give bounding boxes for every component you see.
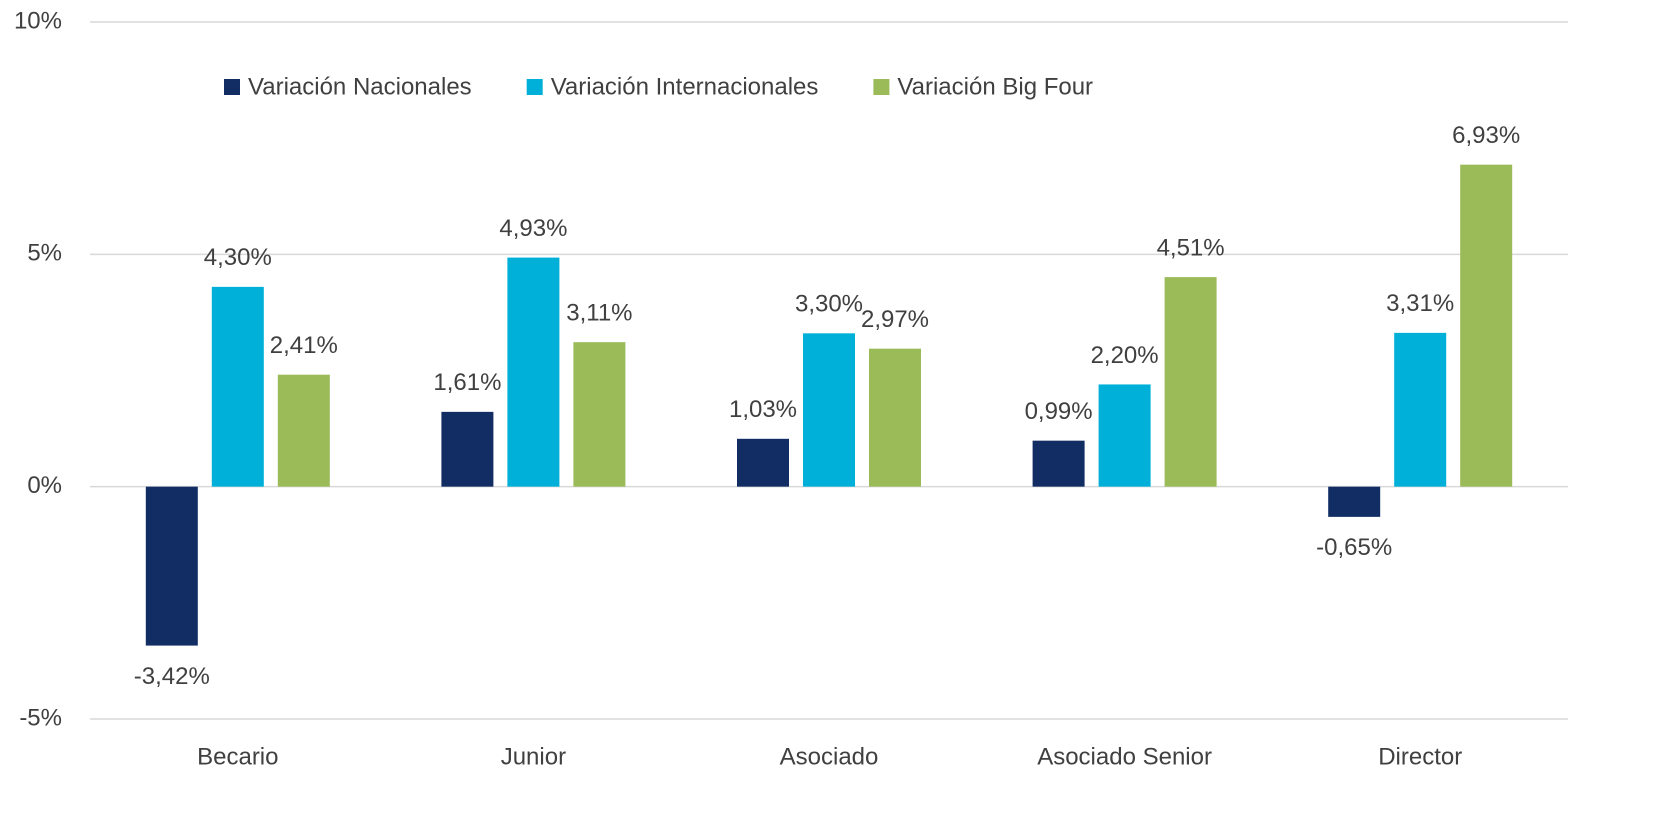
value-label: 1,03%: [729, 396, 797, 423]
value-label: 3,31%: [1386, 290, 1454, 317]
legend-label: Variación Big Four: [897, 73, 1093, 100]
bar: [869, 348, 921, 487]
value-label: -3,42%: [134, 663, 210, 690]
bar: [1460, 164, 1513, 487]
legend-swatch: [873, 79, 890, 95]
bar: [507, 257, 560, 487]
legend-swatch: [526, 79, 543, 95]
x-tick-label: Junior: [501, 743, 566, 770]
bar: [1032, 440, 1085, 487]
x-tick-label: Asociado: [780, 743, 879, 770]
y-tick-label: -5%: [19, 704, 62, 731]
value-label: 6,93%: [1452, 122, 1520, 149]
x-tick-label: Director: [1378, 743, 1462, 770]
x-tick-label: Becario: [197, 743, 278, 770]
bar: [1098, 384, 1151, 487]
value-label: 4,30%: [204, 244, 272, 271]
bar: [1394, 332, 1447, 487]
bar: [803, 333, 855, 487]
value-label: 0,99%: [1025, 398, 1093, 425]
value-label: 2,97%: [861, 306, 929, 333]
value-label: 2,41%: [270, 332, 338, 359]
bar: [1328, 486, 1381, 517]
y-tick-label: 0%: [27, 472, 62, 499]
y-tick-label: 5%: [27, 240, 62, 267]
value-label: 2,20%: [1091, 342, 1159, 369]
value-label: 1,61%: [433, 369, 501, 396]
y-tick-label: 10%: [14, 7, 62, 34]
legend-label: Variación Nacionales: [248, 73, 472, 100]
legend-label: Variación Internacionales: [551, 73, 819, 100]
bar: [1164, 277, 1217, 487]
value-label: 4,51%: [1157, 234, 1225, 261]
bar: [211, 286, 264, 487]
bar: [573, 342, 626, 487]
bar: [277, 374, 330, 487]
x-tick-label: Asociado Senior: [1037, 743, 1212, 770]
legend-swatch: [224, 79, 240, 95]
bar: [145, 486, 198, 646]
value-label: 3,30%: [795, 291, 863, 318]
bar: [737, 438, 789, 487]
value-label: -0,65%: [1316, 534, 1392, 561]
bar: [441, 411, 494, 487]
value-label: 4,93%: [499, 215, 567, 242]
value-label: 3,11%: [566, 299, 632, 326]
